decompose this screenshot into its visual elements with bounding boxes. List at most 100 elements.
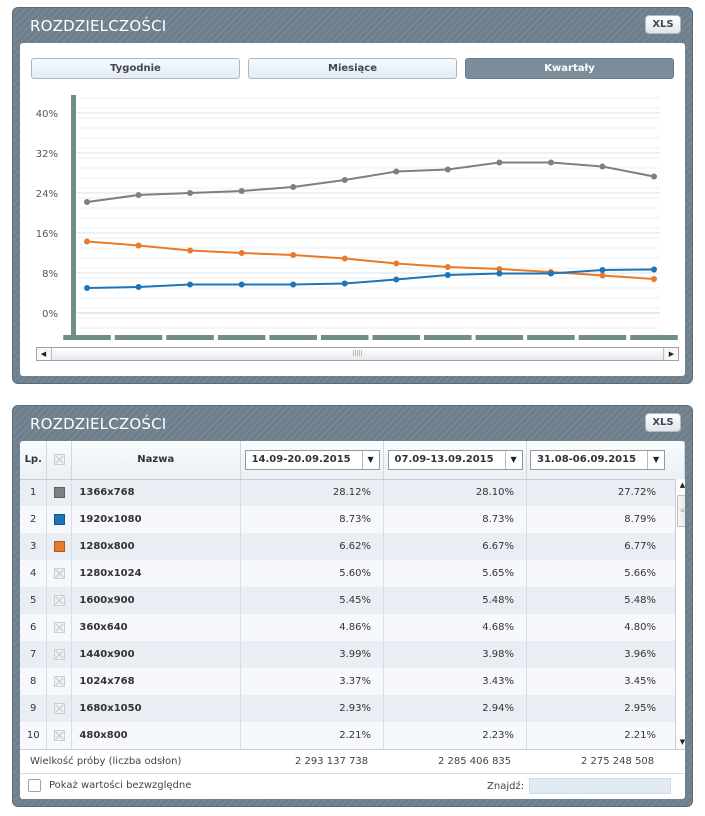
data-point xyxy=(238,188,245,194)
row-value-2: 3.98% xyxy=(383,641,528,668)
empty-swatch-icon[interactable] xyxy=(53,648,65,660)
row-lp: 3 xyxy=(20,533,48,560)
table-row[interactable]: 3 1280x800 6.62% 6.67% 6.77% xyxy=(20,533,685,560)
row-value-1: 5.45% xyxy=(240,587,385,614)
table-row[interactable]: 1 1366x768 28.12% 28.10% 27.72% xyxy=(20,479,685,506)
table-vertical-scrollbar[interactable]: ▲ ≡ ▼ xyxy=(675,479,685,749)
empty-swatch-icon[interactable] xyxy=(53,729,65,741)
sample-size-label: Wielkość próby (liczba odsłon) xyxy=(30,756,182,767)
y-axis-band xyxy=(71,95,76,340)
row-value-2: 5.48% xyxy=(383,587,528,614)
header-lp: Lp. xyxy=(20,441,48,480)
tab-monthly[interactable]: Miesiące xyxy=(248,58,457,79)
date-select-1-label: 14.09-20.09.2015 xyxy=(251,453,351,465)
chevron-down-icon[interactable]: ▼ xyxy=(361,450,379,469)
tab-weekly[interactable]: Tygodnie xyxy=(31,58,240,79)
empty-swatch-icon[interactable] xyxy=(53,621,65,633)
row-color xyxy=(46,506,73,533)
row-value-1: 3.37% xyxy=(240,668,385,695)
x-axis-segment xyxy=(269,335,317,340)
empty-swatch-icon xyxy=(53,454,65,465)
row-color xyxy=(46,695,73,722)
table-row[interactable]: 6 360x640 4.86% 4.68% 4.80% xyxy=(20,614,685,641)
table-header-row: Lp. Nazwa 14.09-20.09.2015 ▼ 07.09-13.09.… xyxy=(20,441,685,480)
color-swatch-icon[interactable] xyxy=(53,513,65,525)
row-value-3: 2.95% xyxy=(526,695,685,722)
chart-panel-body: Tygodnie Miesiące Kwartały 40% 32% 24% 16% 8… xyxy=(20,43,685,376)
row-value-1: 2.93% xyxy=(240,695,385,722)
row-value-2: 28.10% xyxy=(383,479,528,506)
x-axis-segment xyxy=(63,335,111,340)
date-select-2-label: 07.09-13.09.2015 xyxy=(394,453,494,465)
row-value-2: 2.94% xyxy=(383,695,528,722)
table-row[interactable]: 8 1024x768 3.37% 3.43% 3.45% xyxy=(20,668,685,695)
table-xls-button[interactable]: XLS xyxy=(645,413,681,432)
table-panel-header: ROZDZIELCZOŚCI XLS xyxy=(20,405,685,441)
series-line-1366x768 xyxy=(86,161,655,203)
data-point xyxy=(238,281,245,288)
header-name[interactable]: Nazwa xyxy=(71,441,242,480)
table-panel-title: ROZDZIELCZOŚCI xyxy=(30,415,167,433)
scroll-thumb[interactable]: ≡ xyxy=(677,495,685,527)
row-value-3: 6.77% xyxy=(526,533,685,560)
row-value-2: 3.43% xyxy=(383,668,528,695)
scroll-down-arrow-icon[interactable]: ▼ xyxy=(676,736,685,749)
color-swatch-icon[interactable] xyxy=(53,540,65,552)
row-lp: 2 xyxy=(20,506,48,533)
data-point xyxy=(187,281,194,288)
chevron-down-icon[interactable]: ▼ xyxy=(647,450,664,469)
show-absolute-checkbox[interactable] xyxy=(28,779,41,792)
table-row[interactable]: 7 1440x900 3.99% 3.98% 3.96% xyxy=(20,641,685,668)
x-axis-segment xyxy=(217,335,266,340)
data-point xyxy=(341,280,348,287)
row-value-1: 8.73% xyxy=(240,506,385,533)
date-select-1[interactable]: 14.09-20.09.2015 ▼ xyxy=(244,449,380,470)
scroll-right-arrow-icon[interactable]: ▶ xyxy=(665,348,678,360)
table-row[interactable]: 4 1280x1024 5.60% 5.65% 5.66% xyxy=(20,560,685,587)
table-row[interactable]: 5 1600x900 5.45% 5.48% 5.48% xyxy=(20,587,685,614)
table-row[interactable]: 9 1680x1050 2.93% 2.94% 2.95% xyxy=(20,695,685,722)
tab-quarterly[interactable]: Kwartały xyxy=(465,58,674,79)
data-point xyxy=(444,272,451,278)
table-row[interactable]: 10 480x800 2.21% 2.23% 2.21% xyxy=(20,722,685,749)
row-value-1: 2.21% xyxy=(240,722,385,749)
row-value-2: 5.65% xyxy=(383,560,528,587)
row-value-2: 4.68% xyxy=(383,614,528,641)
data-point xyxy=(238,250,245,256)
date-select-3[interactable]: 31.08-06.09.2015 ▼ xyxy=(530,449,666,470)
empty-swatch-icon[interactable] xyxy=(53,675,65,687)
chart-xls-button[interactable]: XLS xyxy=(645,15,681,34)
data-point xyxy=(599,267,606,273)
table-bottom-bar: Pokaż wartości bezwzględne Znajdź: xyxy=(20,773,685,799)
chart-panel-title: ROZDZIELCZOŚCI xyxy=(30,17,167,35)
scroll-thumb[interactable]: ||||| xyxy=(51,348,664,360)
row-value-3: 2.21% xyxy=(526,722,685,749)
sample-size-value-3: 2 275 248 508 xyxy=(581,756,655,767)
find-input[interactable] xyxy=(529,778,671,794)
row-name: 1440x900 xyxy=(71,641,242,668)
row-name: 480x800 xyxy=(71,722,242,749)
row-value-3: 5.48% xyxy=(526,587,685,614)
row-name: 1920x1080 xyxy=(71,506,242,533)
color-swatch-icon[interactable] xyxy=(53,487,65,498)
empty-swatch-icon[interactable] xyxy=(53,594,65,606)
y-tick-label: 24% xyxy=(36,189,58,200)
row-value-2: 8.73% xyxy=(383,506,528,533)
data-point xyxy=(599,272,606,279)
table-panel: ROZDZIELCZOŚCI XLS Lp. Nazwa 14.09-20.09… xyxy=(12,405,693,807)
chevron-down-icon[interactable]: ▼ xyxy=(504,450,522,469)
data-point xyxy=(496,270,503,277)
data-point xyxy=(290,281,297,288)
date-select-2[interactable]: 07.09-13.09.2015 ▼ xyxy=(387,449,523,470)
empty-swatch-icon[interactable] xyxy=(53,702,65,714)
empty-swatch-icon[interactable] xyxy=(53,567,65,579)
chart-horizontal-scrollbar[interactable]: ◀ ||||| ▶ xyxy=(36,347,679,361)
header-date-3: 31.08-06.09.2015 ▼ xyxy=(526,441,685,480)
data-point xyxy=(135,284,142,290)
line-chart: 40%32%24%16%8%0%IV.2012I.2013II.2013III.… xyxy=(36,95,678,340)
table-row[interactable]: 2 1920x1080 8.73% 8.73% 8.79% xyxy=(20,506,685,533)
scroll-left-arrow-icon[interactable]: ◀ xyxy=(37,348,50,360)
scroll-up-arrow-icon[interactable]: ▲ xyxy=(676,479,685,492)
row-value-3: 27.72% xyxy=(526,479,685,506)
row-color xyxy=(46,614,73,641)
